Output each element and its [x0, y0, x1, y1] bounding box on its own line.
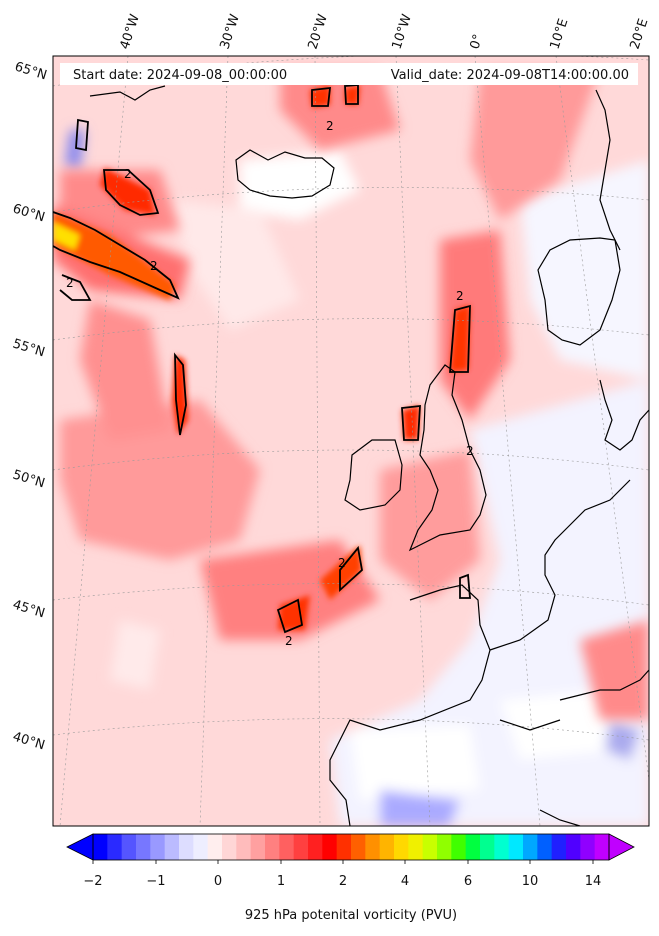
longitude-labels: 40°W 30°W 20°W 10°W 0° 10°E 20°E [118, 12, 652, 51]
colorbar-swatch [236, 834, 252, 860]
latitude-labels: 65°N 60°N 55°N 50°N 45°N 40°N [11, 59, 49, 753]
lon-label: 40°W [118, 12, 143, 51]
colorbar-swatch [107, 834, 123, 860]
colorbar-swatch [265, 834, 280, 860]
colorbar-swatch [336, 834, 352, 860]
colorbar [66, 833, 635, 864]
colorbar-swatch [179, 834, 194, 860]
contour-label: 2 [466, 444, 474, 458]
contour-label: 2 [326, 119, 334, 133]
lat-label: 45°N [11, 597, 47, 621]
lat-label: 50°N [11, 467, 47, 491]
colorbar-swatch [322, 834, 338, 860]
colorbar-extend-high [608, 833, 635, 861]
lon-label: 10°E [548, 17, 572, 51]
colorbar-swatch [250, 834, 266, 860]
colorbar-tick-label: −1 [146, 874, 165, 889]
colorbar-swatch [136, 834, 151, 860]
contour-label: 2 [338, 556, 346, 570]
colorbar-swatch [480, 834, 495, 860]
colorbar-swatch [93, 834, 108, 860]
colorbar-swatch [566, 834, 581, 860]
lon-label: 10°W [390, 12, 415, 51]
contour-label: 2 [285, 634, 293, 648]
map-frame [52, 55, 650, 827]
colorbar-swatch [150, 834, 166, 860]
colorbar-swatch [379, 834, 395, 860]
lon-label: 20°W [306, 12, 331, 51]
contour-label: 2 [66, 276, 74, 290]
start-date-label: Start date: 2024-09-08_00:00:00 [73, 68, 287, 83]
colorbar-swatch [394, 834, 409, 860]
lon-label: 30°W [218, 12, 243, 51]
colorbar-tick-label: 1 [277, 874, 285, 889]
colorbar-swatch [494, 834, 510, 860]
colorbar-swatch [551, 834, 567, 860]
colorbar-tick-label: 10 [522, 874, 539, 889]
graticule [53, 56, 649, 826]
contour-label: 2 [456, 289, 464, 303]
lat-label: 55°N [11, 336, 47, 360]
low-pv-field [65, 130, 649, 826]
colorbar-swatch [451, 834, 467, 860]
colorbar-swatch [594, 834, 610, 860]
colorbar-swatch [408, 834, 424, 860]
lat-label: 65°N [13, 59, 49, 83]
colorbar-swatch [422, 834, 438, 860]
colorbar-tick-label: 2 [339, 874, 347, 889]
colorbar-tick-label: 4 [401, 874, 409, 889]
coastlines [89, 85, 649, 826]
colorbar-swatch [308, 834, 323, 860]
colorbar-extend-low [66, 833, 94, 861]
colorbar-swatch [293, 834, 309, 860]
lat-label: 40°N [11, 729, 47, 753]
colorbar-swatch [279, 834, 295, 860]
colorbar-swatch [537, 834, 553, 860]
pv-contour-labels: 2 2 2 2 2 2 2 2 [66, 119, 474, 648]
colorbar-tick-labels: −2 −1 0 1 2 4 6 10 14 [83, 874, 601, 889]
colorbar-title: 925 hPa potenital vorticity (PVU) [245, 908, 457, 923]
colorbar-swatch [580, 834, 596, 860]
colorbar-frame [92, 833, 610, 861]
colorbar-swatch [222, 834, 237, 860]
map-panel: 2 2 2 2 2 2 2 2 [53, 56, 649, 826]
colorbar-tick-label: 14 [585, 874, 602, 889]
lon-label: 20°E [628, 17, 652, 51]
header-strip [60, 63, 638, 85]
colorbar-swatch [365, 834, 381, 860]
colorbar-swatch [164, 834, 180, 860]
contour-label: 2 [124, 167, 132, 181]
colorbar-tick-label: −2 [83, 874, 102, 889]
colorbar-swatch [351, 834, 366, 860]
colorbar-tick-label: 6 [464, 874, 472, 889]
valid-date-label: Valid_date: 2024-09-08T14:00:00.00 [391, 68, 629, 83]
colorbar-tick-label: 0 [214, 874, 222, 889]
contour-label: 2 [150, 259, 158, 273]
lon-label: 0° [468, 33, 487, 52]
colorbar-swatch [465, 834, 481, 860]
colorbar-swatch [523, 834, 538, 860]
pv-contours [53, 84, 471, 634]
colorbar-swatch [193, 834, 209, 860]
colorbar-swatch [207, 834, 223, 860]
colorbar-swatch [121, 834, 137, 860]
colorbar-swatch [508, 834, 524, 860]
colorbar-swatch [437, 834, 452, 860]
lat-label: 60°N [11, 201, 47, 225]
